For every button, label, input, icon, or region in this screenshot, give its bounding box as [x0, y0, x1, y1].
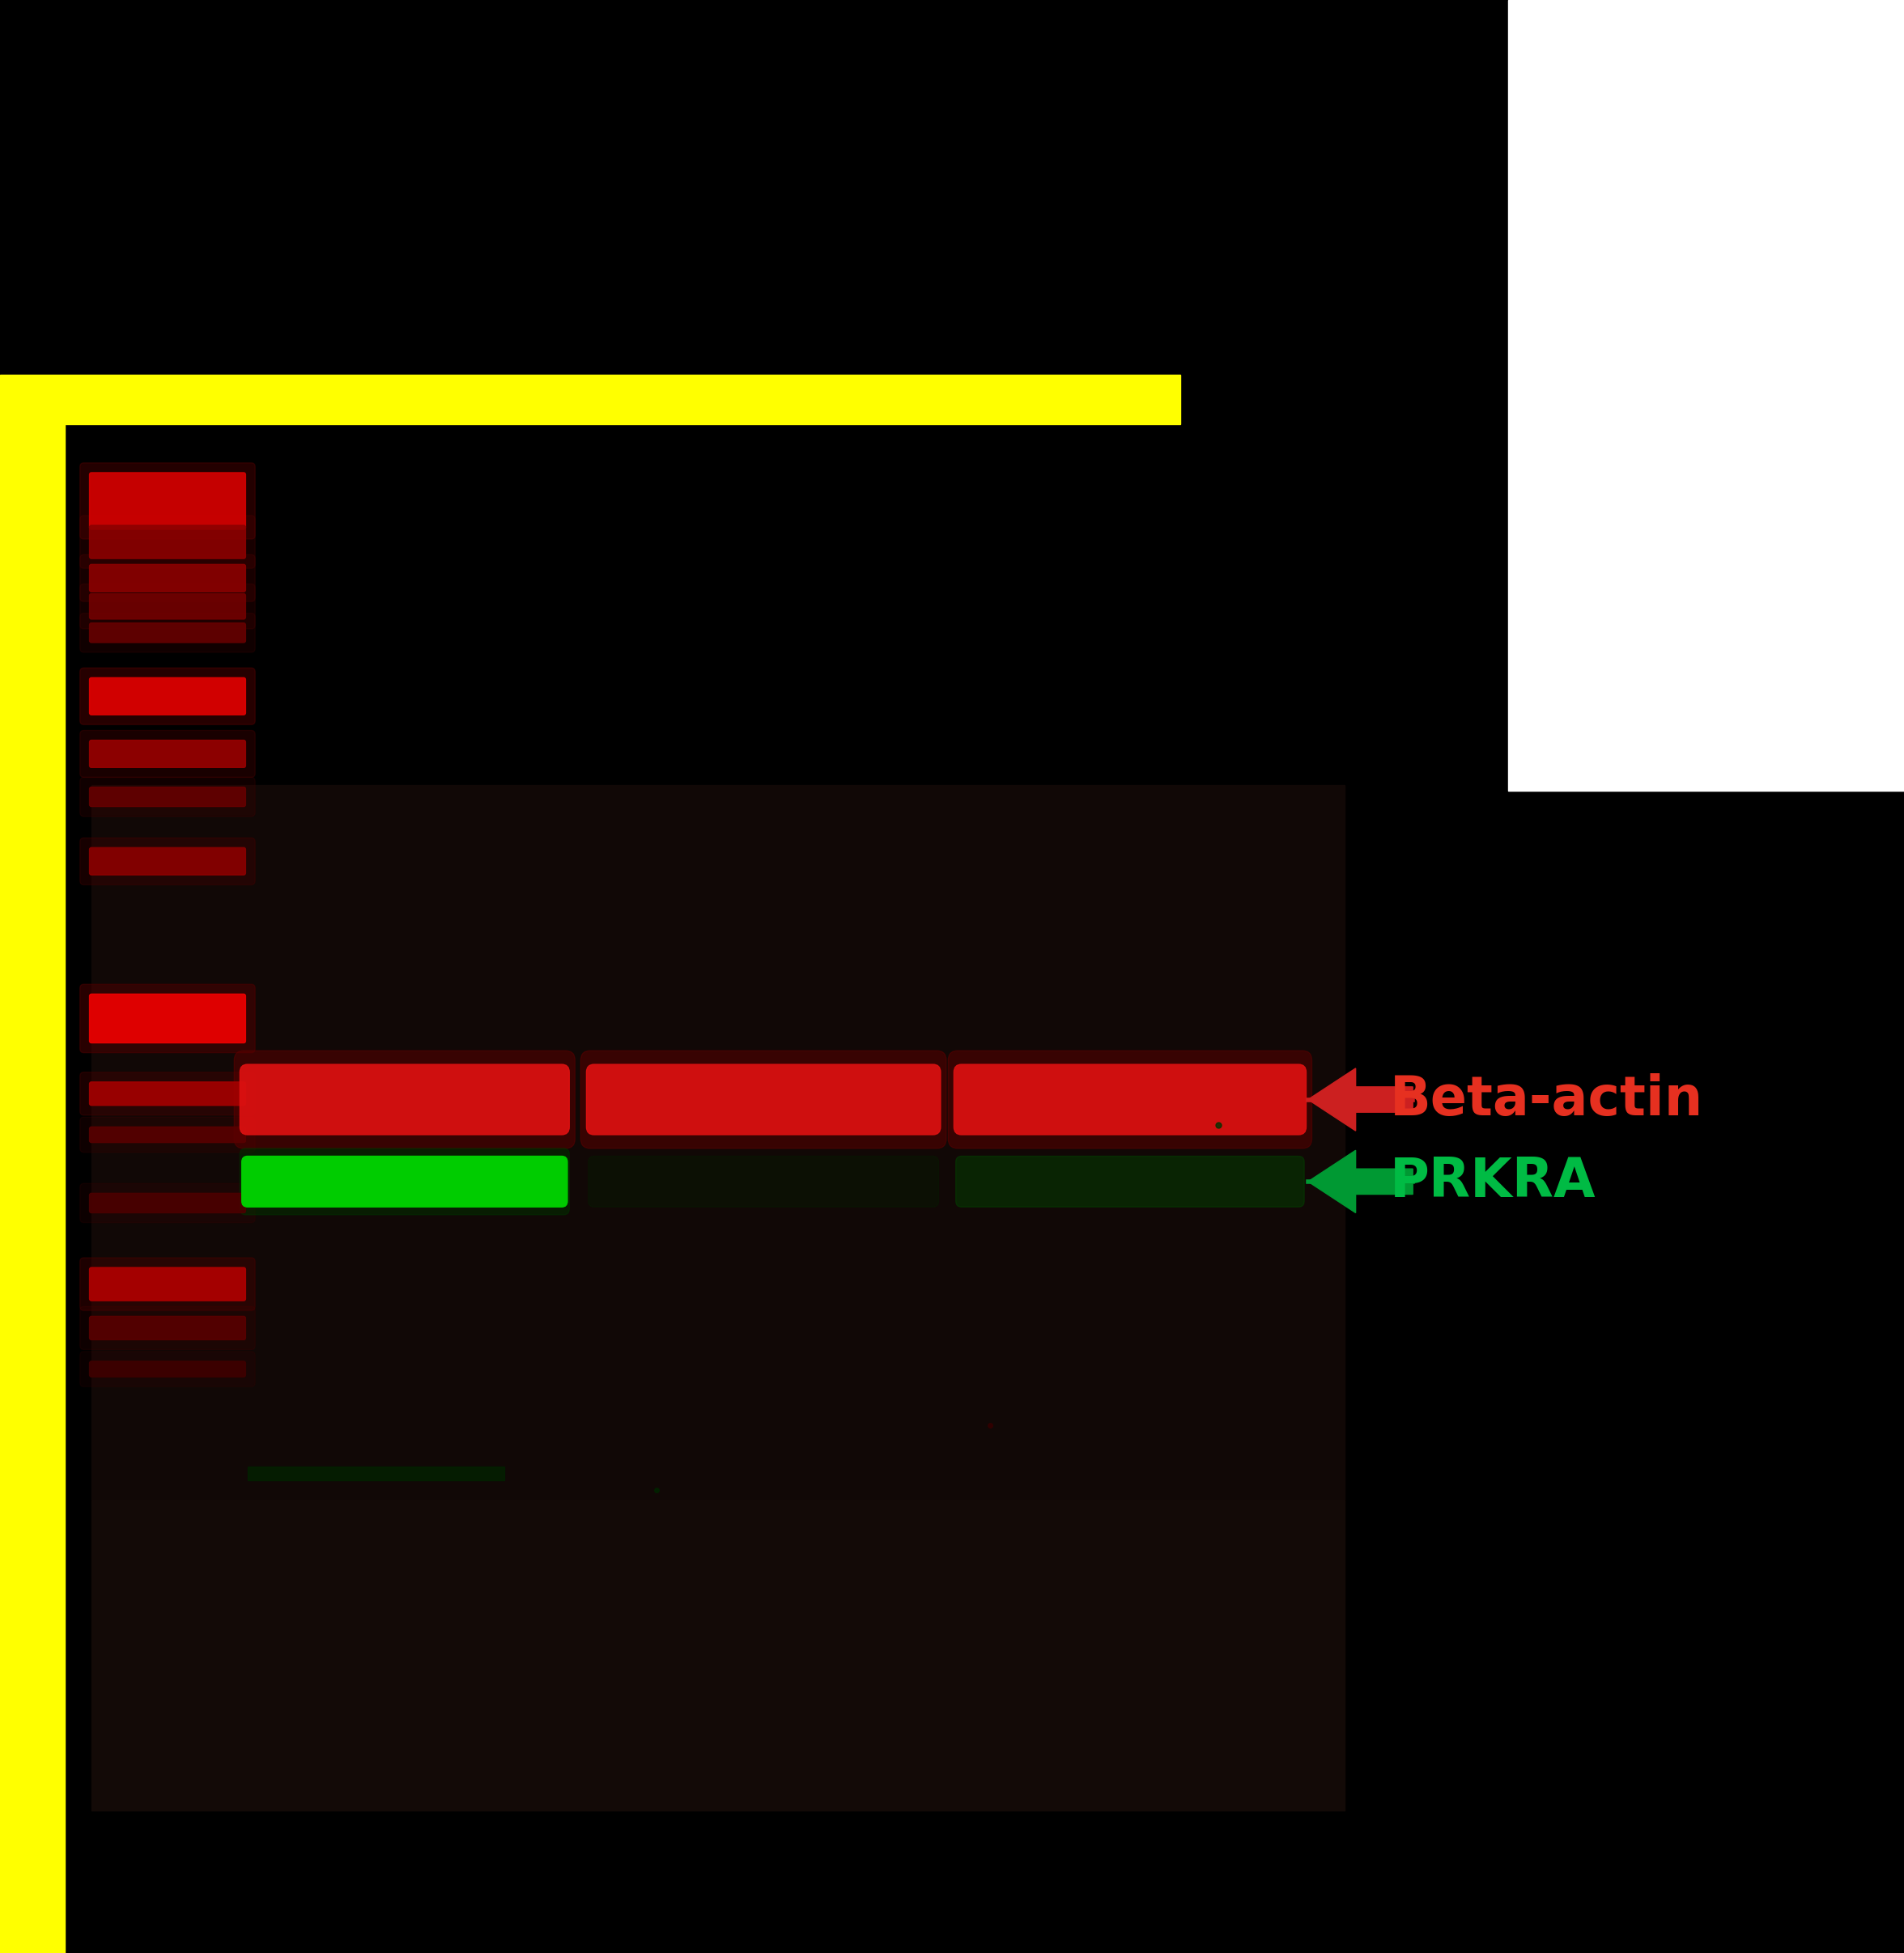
- FancyBboxPatch shape: [80, 838, 255, 885]
- FancyBboxPatch shape: [89, 525, 246, 559]
- FancyBboxPatch shape: [954, 1064, 1306, 1135]
- FancyArrow shape: [1308, 1068, 1413, 1131]
- Text: Beta-actin: Beta-actin: [1390, 1072, 1704, 1127]
- FancyBboxPatch shape: [89, 1361, 246, 1377]
- FancyBboxPatch shape: [80, 516, 255, 568]
- FancyBboxPatch shape: [89, 594, 246, 619]
- FancyBboxPatch shape: [80, 584, 255, 629]
- FancyBboxPatch shape: [89, 1316, 246, 1340]
- FancyBboxPatch shape: [89, 1127, 246, 1143]
- Bar: [91, 785, 1344, 1500]
- FancyBboxPatch shape: [80, 777, 255, 816]
- FancyBboxPatch shape: [89, 1082, 246, 1105]
- FancyBboxPatch shape: [242, 1156, 567, 1207]
- FancyBboxPatch shape: [240, 1148, 569, 1215]
- Bar: [0, 375, 1180, 424]
- FancyBboxPatch shape: [80, 463, 255, 539]
- FancyBboxPatch shape: [89, 848, 246, 875]
- Bar: [91, 1500, 1344, 1810]
- FancyBboxPatch shape: [80, 1307, 255, 1350]
- FancyBboxPatch shape: [80, 1117, 255, 1152]
- FancyBboxPatch shape: [80, 1072, 255, 1115]
- FancyBboxPatch shape: [80, 1351, 255, 1387]
- Text: PRKRA: PRKRA: [1390, 1154, 1596, 1209]
- FancyArrow shape: [1308, 1150, 1413, 1213]
- FancyBboxPatch shape: [948, 1051, 1312, 1148]
- FancyBboxPatch shape: [89, 1267, 246, 1301]
- FancyBboxPatch shape: [80, 984, 255, 1053]
- FancyBboxPatch shape: [588, 1156, 939, 1207]
- FancyBboxPatch shape: [89, 1193, 246, 1213]
- Bar: [1508, 0, 1904, 791]
- FancyBboxPatch shape: [80, 1258, 255, 1310]
- Bar: [0, 404, 65, 1953]
- FancyBboxPatch shape: [80, 730, 255, 777]
- FancyBboxPatch shape: [89, 994, 246, 1043]
- FancyBboxPatch shape: [80, 668, 255, 725]
- FancyBboxPatch shape: [89, 564, 246, 592]
- Bar: [248, 1467, 505, 1480]
- FancyBboxPatch shape: [80, 1184, 255, 1223]
- FancyBboxPatch shape: [89, 473, 246, 529]
- FancyBboxPatch shape: [89, 678, 246, 715]
- FancyBboxPatch shape: [80, 555, 255, 602]
- FancyBboxPatch shape: [234, 1051, 575, 1148]
- FancyBboxPatch shape: [586, 1064, 941, 1135]
- FancyBboxPatch shape: [581, 1051, 946, 1148]
- FancyBboxPatch shape: [80, 613, 255, 652]
- FancyBboxPatch shape: [956, 1156, 1304, 1207]
- FancyBboxPatch shape: [89, 787, 246, 807]
- FancyBboxPatch shape: [89, 740, 246, 768]
- FancyBboxPatch shape: [240, 1064, 569, 1135]
- FancyBboxPatch shape: [89, 623, 246, 643]
